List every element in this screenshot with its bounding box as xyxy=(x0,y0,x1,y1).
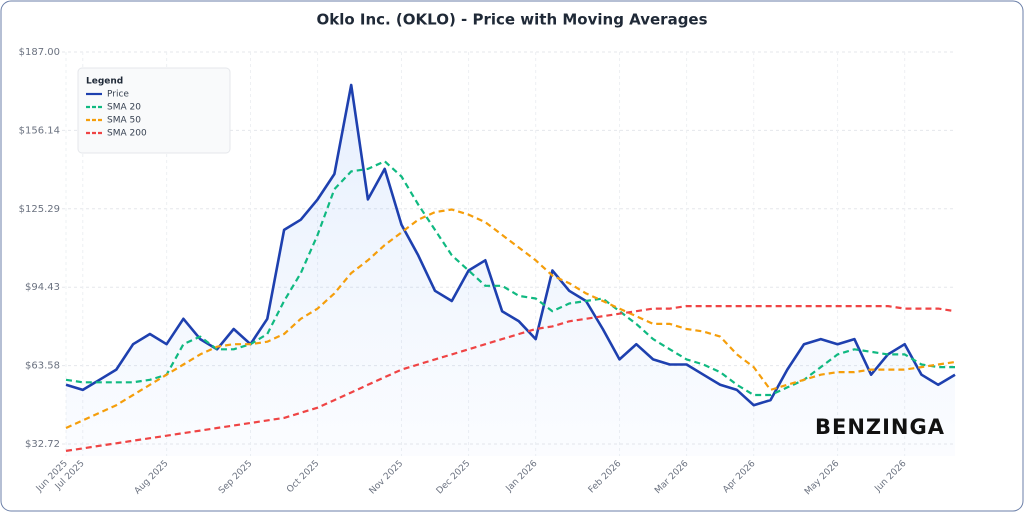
legend-title: Legend xyxy=(86,77,123,87)
legend-label: SMA 50 xyxy=(107,116,141,126)
y-tick-label: $63.58 xyxy=(25,361,60,372)
series-line xyxy=(65,305,956,452)
y-tick-label: $187.00 xyxy=(19,47,60,58)
chart-title: Oklo Inc. (OKLO) - Price with Moving Ave… xyxy=(316,11,707,29)
y-tick-label: $94.43 xyxy=(25,282,60,293)
legend-label: Price xyxy=(107,90,129,100)
y-tick-label: $32.72 xyxy=(25,439,60,450)
y-tick-label: $156.14 xyxy=(19,125,60,136)
series-line xyxy=(65,160,955,397)
series-line xyxy=(65,208,956,430)
legend-box xyxy=(77,67,231,154)
legend-label: SMA 20 xyxy=(107,103,141,113)
price-area xyxy=(66,85,955,456)
watermark: BENZINGA xyxy=(815,415,945,439)
legend: Legend Price SMA 20 SMA 50 SMA 200 xyxy=(77,67,231,154)
plot xyxy=(65,83,956,456)
y-tick-label: $125.29 xyxy=(19,204,60,215)
legend-label: SMA 200 xyxy=(107,129,147,139)
